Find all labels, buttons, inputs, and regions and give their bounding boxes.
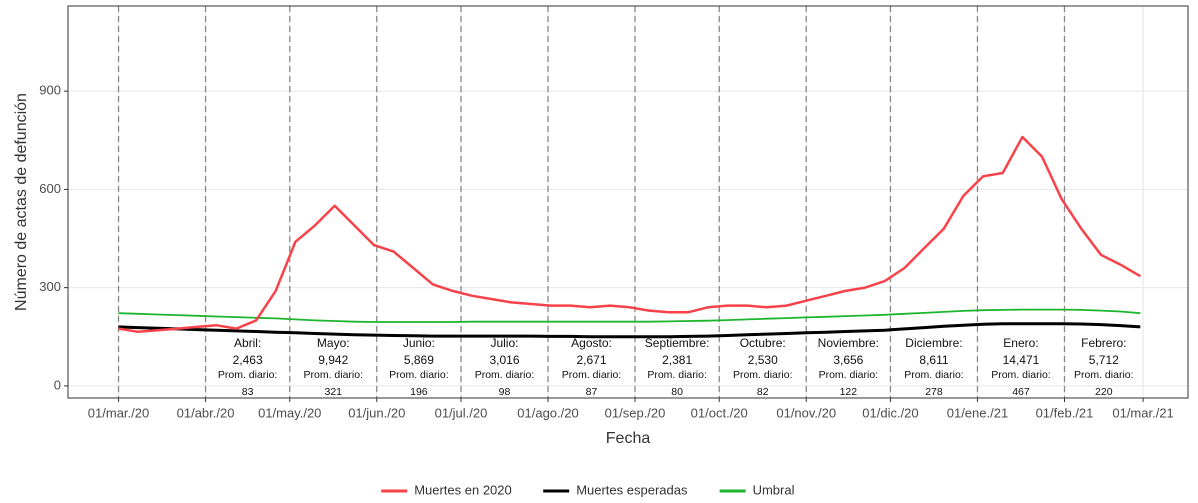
month-total: 2,530 [748, 353, 778, 367]
avg-value: 196 [410, 386, 428, 398]
plot-panel [67, 5, 1189, 399]
avg-label: Prom. diario: [389, 369, 449, 381]
y-tick-label: 900 [39, 83, 61, 98]
avg-value: 98 [499, 386, 511, 398]
avg-value: 278 [925, 386, 943, 398]
avg-label: Prom. diario: [218, 369, 278, 381]
avg-label: Prom. diario: [904, 369, 964, 381]
avg-value: 220 [1095, 386, 1113, 398]
x-tick-label: 01/ago./20 [517, 405, 578, 420]
month-name: Julio: [490, 336, 518, 350]
month-name: Abril: [234, 336, 261, 350]
x-tick-label: 01/sep./20 [605, 405, 666, 420]
avg-label: Prom. diario: [819, 369, 879, 381]
month-name: Junio: [403, 336, 435, 350]
month-name: Noviembre: [818, 336, 879, 350]
month-total: 3,656 [833, 353, 863, 367]
month-total: 8,611 [919, 353, 948, 367]
month-total: 5,869 [404, 353, 434, 367]
avg-value: 82 [757, 386, 769, 398]
month-name: Diciembre: [905, 336, 962, 350]
legend-label: Umbral [753, 482, 795, 497]
avg-value: 83 [242, 386, 254, 398]
month-name: Septiembre: [645, 336, 710, 350]
avg-label: Prom. diario: [733, 369, 793, 381]
month-name: Enero: [1003, 336, 1038, 350]
avg-value: 87 [586, 386, 598, 398]
x-tick-label: 01/dic./20 [862, 405, 918, 420]
month-name: Febrero: [1081, 336, 1126, 350]
y-axis-title: Número de actas de defunción [13, 93, 30, 311]
month-total: 2,381 [662, 353, 692, 367]
series-line [118, 135, 1141, 334]
month-total: 2,671 [576, 353, 606, 367]
series-line [118, 322, 1141, 339]
month-name: Agosto: [571, 336, 612, 350]
avg-label: Prom. diario: [647, 369, 707, 381]
x-tick-label: 01/oct./20 [691, 405, 748, 420]
x-axis-title: Fecha [606, 430, 651, 447]
month-total: 3,016 [489, 353, 519, 367]
x-tick-label: 01/jul./20 [435, 405, 488, 420]
y-tick-label: 600 [39, 181, 61, 196]
month-total: 5,712 [1089, 353, 1119, 367]
month-total: 14,471 [1003, 353, 1040, 367]
month-name: Octubre: [740, 336, 786, 350]
avg-value: 467 [1012, 386, 1030, 398]
avg-label: Prom. diario: [303, 369, 363, 381]
avg-value: 80 [671, 386, 683, 398]
month-total: 9,942 [318, 353, 348, 367]
month-total: 2,463 [233, 353, 263, 367]
x-tick-label: 01/nov./20 [776, 405, 836, 420]
y-tick-label: 0 [54, 377, 61, 392]
x-tick-label: 01/feb./21 [1036, 405, 1094, 420]
x-tick-label: 01/mar./21 [1112, 405, 1173, 420]
x-tick-label: 01/jun./20 [348, 405, 405, 420]
x-tick-label: 01/ene./21 [947, 405, 1008, 420]
x-tick-label: 01/mar./20 [88, 405, 149, 420]
series-line [118, 308, 1141, 323]
y-tick-label: 300 [39, 279, 61, 294]
avg-value: 321 [324, 386, 342, 398]
legend-label: Muertes esperadas [576, 482, 688, 497]
avg-label: Prom. diario: [991, 369, 1051, 381]
avg-label: Prom. diario: [562, 369, 622, 381]
avg-label: Prom. diario: [475, 369, 535, 381]
x-tick-label: 01/abr./20 [177, 405, 235, 420]
month-name: Mayo: [317, 336, 350, 350]
legend-label: Muertes en 2020 [414, 482, 512, 497]
avg-value: 122 [840, 386, 858, 398]
x-tick-label: 01/may./20 [258, 405, 321, 420]
avg-label: Prom. diario: [1074, 369, 1134, 381]
